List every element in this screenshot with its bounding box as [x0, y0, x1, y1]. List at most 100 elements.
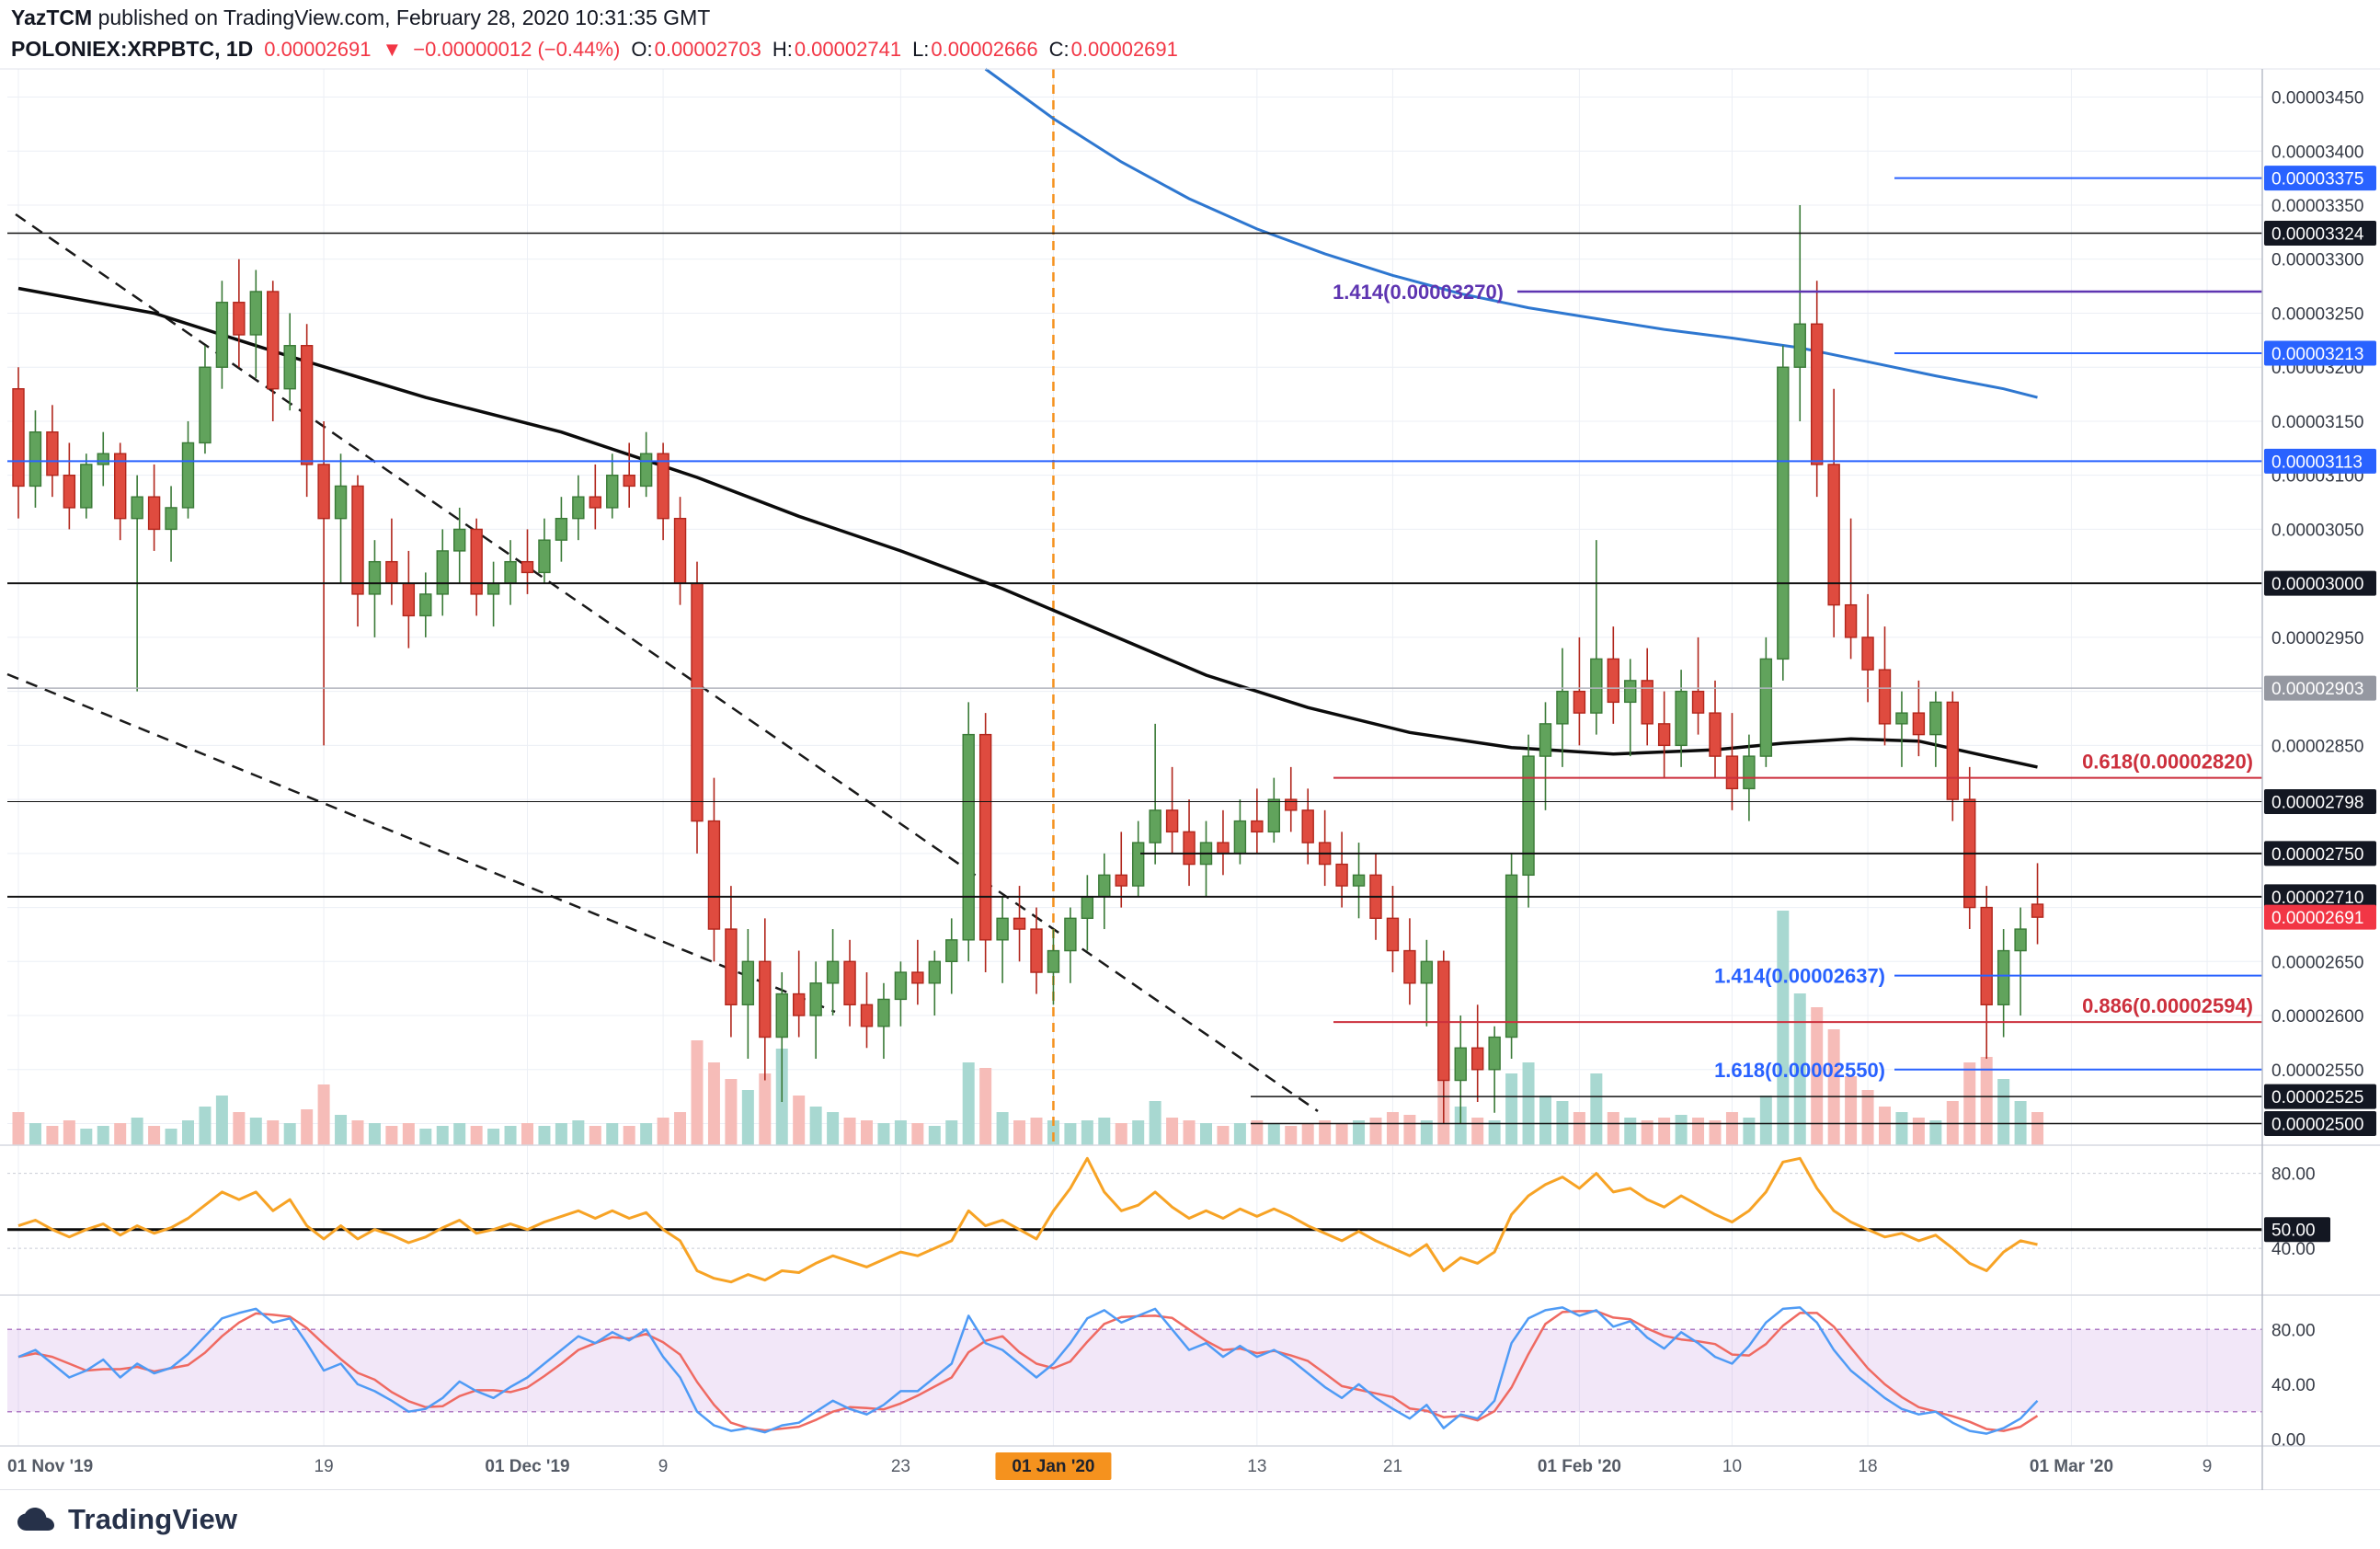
candle-body — [181, 442, 195, 509]
candle-body — [29, 430, 42, 488]
candle-body — [1183, 831, 1196, 866]
price-label: 0.00002850 — [2271, 737, 2363, 756]
volume-bar — [1471, 1118, 1484, 1145]
volume-bar — [97, 1126, 109, 1145]
descending-trendline[interactable] — [15, 212, 1319, 1113]
volume-bar — [80, 1129, 93, 1145]
stoch-d-line[interactable] — [17, 1310, 2039, 1432]
fib-label: 1.414(0.00002637) — [1714, 965, 1885, 988]
rsi-pane[interactable] — [7, 1156, 2262, 1284]
volume-bar — [351, 1120, 364, 1145]
volume-bar — [335, 1115, 348, 1145]
candle-body — [436, 550, 449, 595]
volume-bar — [843, 1118, 856, 1145]
price-label-pill — [2264, 448, 2376, 474]
stoch-k-line[interactable] — [17, 1306, 2039, 1435]
volume-bar — [385, 1126, 398, 1145]
candle-body — [1725, 755, 1739, 790]
low-value: L: 0.00002666 — [912, 38, 1038, 61]
candle-body — [945, 939, 958, 963]
volume-bar — [1811, 1007, 1824, 1145]
tradingview-logo-icon[interactable] — [15, 1506, 57, 1533]
candle-body — [996, 917, 1009, 941]
candle-body — [538, 539, 551, 574]
candle-body — [1946, 701, 1960, 800]
volume-bar — [1658, 1118, 1671, 1145]
descending-trendline[interactable] — [6, 672, 836, 1014]
volume-bar — [1386, 1112, 1399, 1145]
candle-body — [165, 507, 177, 531]
candle-body — [1251, 820, 1264, 833]
price-label-pill — [2264, 340, 2376, 366]
price-label-pill — [2264, 1084, 2376, 1109]
candle-body — [809, 982, 822, 1016]
candle-body — [63, 474, 76, 509]
stochastic-pane[interactable] — [7, 1306, 2262, 1435]
volume-bar — [1013, 1120, 1026, 1145]
volume-bar — [1166, 1118, 1179, 1145]
volume-bar — [725, 1079, 738, 1145]
volume-bar — [809, 1107, 822, 1145]
volume-bar — [182, 1120, 194, 1145]
candle-body — [283, 345, 296, 390]
trendlines[interactable] — [6, 212, 1319, 1113]
candle-body — [673, 517, 687, 584]
candle-body — [12, 388, 25, 488]
volume-bar — [1081, 1120, 1093, 1145]
volume-bar — [1233, 1123, 1246, 1145]
volume-bar — [1098, 1118, 1111, 1145]
candle-body — [1233, 820, 1247, 855]
volume-bar — [640, 1123, 653, 1145]
volume-bar — [1488, 1120, 1501, 1145]
candle-body — [470, 528, 483, 595]
candle-body — [1454, 1047, 1467, 1082]
price-axis[interactable]: 0.00003450 0.00003400 0.00003350 0.00003300… — [2261, 69, 2376, 1490]
volume-bar — [199, 1107, 212, 1145]
candle-body — [521, 560, 534, 574]
candle-body — [1624, 680, 1637, 704]
candlestick-series[interactable] — [12, 205, 2044, 1124]
price-label: 0.00003300 — [2271, 251, 2363, 270]
volume-bar — [504, 1126, 517, 1145]
candle-body — [1827, 464, 1840, 606]
volume-bar — [861, 1120, 873, 1145]
volume-bar — [1624, 1118, 1637, 1145]
brand-name[interactable]: TradingView — [68, 1503, 238, 1535]
volume-bar — [1353, 1120, 1366, 1145]
volume-bar — [46, 1126, 59, 1145]
price-label: 0.00002691 — [2271, 909, 2363, 928]
candle-body — [1657, 723, 1671, 747]
time-axis[interactable]: 01 Nov '19 19 01 Dec '19 9 23 01 Jan '20 13 21 0… — [7, 1452, 2212, 1480]
price-label-pill — [2264, 884, 2376, 910]
volume-bar — [1929, 1120, 1942, 1145]
candle-body — [1556, 690, 1569, 725]
candle-body — [1573, 690, 1586, 714]
volume-bar — [215, 1096, 228, 1145]
candle-body — [1912, 712, 1926, 736]
candle-body — [453, 528, 466, 552]
price-label: 0.00003213 — [2271, 345, 2363, 364]
symbol-name[interactable]: POLONIEX:XRPBTC, 1D — [11, 37, 254, 61]
price-label-pill — [2264, 904, 2376, 930]
candle-body — [1777, 366, 1790, 660]
rsi-line[interactable] — [17, 1156, 2038, 1284]
rsi-label-pill — [2264, 1217, 2330, 1243]
candle-body — [368, 560, 382, 595]
candle-body — [317, 464, 330, 520]
time-label: 9 — [2203, 1457, 2213, 1476]
price-label-pill — [2264, 841, 2376, 866]
ma-blue-line[interactable] — [984, 67, 2038, 399]
ma-black-line[interactable] — [17, 286, 2038, 769]
candle-body — [1470, 1047, 1484, 1071]
candle-body — [300, 345, 314, 465]
volume-bar — [741, 1090, 754, 1145]
price-label: 0.00003150 — [2271, 413, 2363, 432]
candle-body — [860, 1004, 874, 1027]
price-label: 0.00002950 — [2271, 629, 2363, 648]
price-lines[interactable]: 1.414(0.00003270) 0.618(0.00002820) 1.414(… — [7, 177, 2262, 1125]
price-label: 0.00002710 — [2271, 889, 2363, 908]
volume-bar — [589, 1126, 601, 1145]
volume-bar — [1115, 1123, 1127, 1145]
volume-bar — [29, 1123, 41, 1145]
